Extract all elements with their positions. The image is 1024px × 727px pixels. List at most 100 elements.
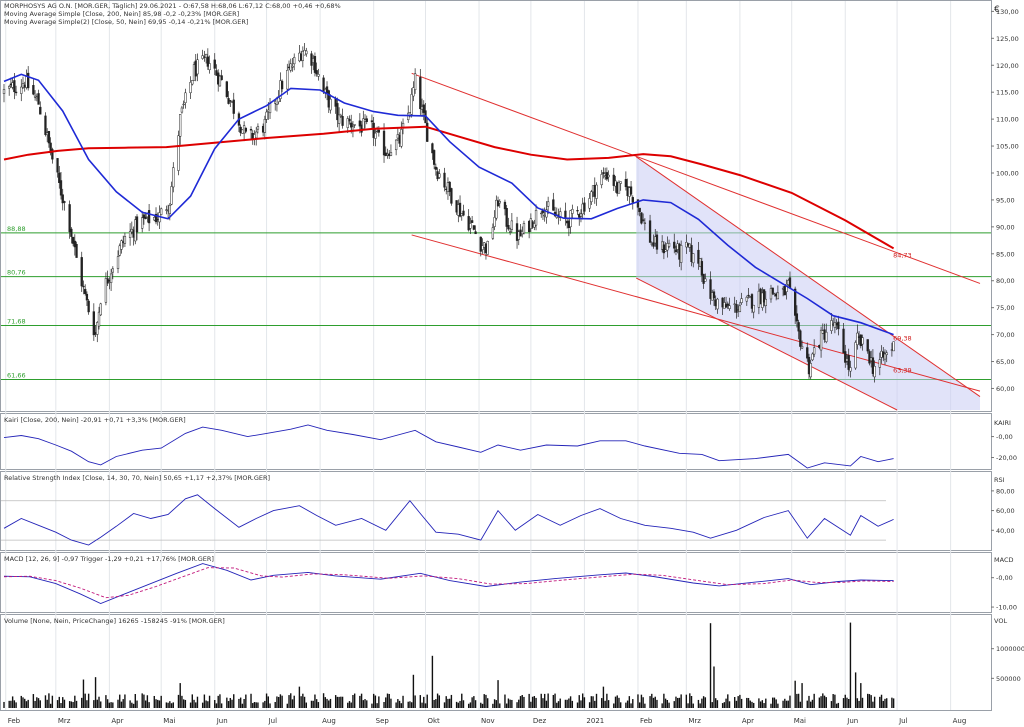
candle-body	[472, 225, 476, 230]
volume-bar	[486, 698, 489, 708]
volume-bar	[388, 693, 390, 708]
candle-body	[362, 118, 365, 130]
volume-bar	[364, 699, 366, 708]
volume-bar	[226, 697, 228, 708]
moving-averages	[3, 73, 895, 336]
candle-body	[71, 236, 75, 244]
volume-bar	[155, 699, 157, 708]
volume-bar	[352, 695, 354, 708]
kairi-panel: -0,00 -20,00	[3, 424, 1017, 469]
volume-bar	[402, 695, 404, 708]
volume-bar	[834, 694, 836, 708]
candle-body	[726, 303, 729, 306]
volume-bar	[239, 697, 242, 708]
candle-body	[648, 220, 652, 243]
candle-body	[704, 278, 707, 282]
candle-body	[735, 304, 738, 313]
price-tick-label: 90,00	[996, 223, 1015, 231]
candle-body	[27, 72, 30, 89]
volume-bar	[734, 697, 736, 708]
price-tick-label: 125,00	[996, 35, 1019, 43]
candle-body	[184, 92, 187, 104]
currency-symbol: €	[994, 5, 1000, 15]
volume-bar	[117, 699, 119, 708]
volume-bar	[443, 702, 446, 708]
volume-bar	[540, 693, 542, 708]
volume-bar	[423, 696, 425, 708]
x-tick-label: Okt	[427, 717, 440, 725]
volume-bar	[445, 696, 447, 708]
candle-body	[111, 268, 114, 273]
candle-body	[552, 199, 555, 211]
candle-body	[280, 80, 284, 90]
candle-body	[642, 219, 645, 221]
candle-body	[59, 180, 63, 196]
candle-body	[413, 73, 417, 91]
x-tick-label: Feb	[640, 717, 653, 725]
x-tick-label: Nov	[481, 717, 495, 725]
candle-body	[470, 220, 474, 223]
volume-bar	[348, 701, 351, 708]
volume-bar	[856, 698, 859, 708]
volume-bar	[557, 701, 560, 708]
volume-bar	[238, 698, 240, 708]
price-tick-label: 130,00	[996, 8, 1019, 16]
volume-bar	[661, 703, 663, 708]
candle-body	[49, 142, 52, 154]
volume-bar	[886, 698, 888, 708]
volume-bar	[637, 694, 639, 708]
volume-bar	[511, 699, 513, 708]
volume-bar	[772, 697, 774, 708]
candle-body	[806, 347, 809, 359]
candle-body	[747, 294, 750, 297]
volume-bar	[317, 702, 320, 708]
volume-bar	[100, 701, 102, 708]
volume-bar	[82, 679, 85, 708]
candle-body	[638, 207, 641, 213]
candle-body	[13, 80, 16, 93]
volume-bar	[374, 695, 377, 708]
price-annotation: 69,38	[893, 334, 912, 342]
candle-body	[559, 211, 562, 219]
volume-bar	[765, 698, 767, 708]
volume-bar	[87, 693, 90, 708]
volume-bar	[385, 697, 387, 708]
volume-bar	[459, 700, 461, 708]
volume-bar	[165, 702, 168, 708]
candle-body	[32, 85, 35, 95]
candle-body	[716, 298, 719, 310]
volume-bar	[531, 696, 534, 708]
volume-bar	[583, 697, 586, 708]
candle-body	[85, 293, 89, 301]
volume-bar	[566, 699, 568, 708]
volume-bar	[782, 700, 784, 708]
price-tick-label: 105,00	[996, 143, 1019, 151]
candle-body	[348, 118, 351, 122]
volume-bar	[481, 703, 484, 708]
candle-body	[540, 212, 543, 215]
volume-bar	[58, 696, 60, 708]
candle-body	[631, 197, 634, 203]
volume-bar	[108, 702, 111, 708]
candle-body	[39, 106, 42, 115]
candle-body	[507, 225, 510, 230]
rsi-tick-label: 60,00	[996, 507, 1015, 515]
candle-body	[583, 202, 586, 212]
candle-body	[662, 244, 666, 254]
vertical-grid	[5, 1, 952, 710]
volume-bar	[119, 694, 121, 708]
volume-bar	[305, 702, 308, 708]
volume-bar	[334, 695, 337, 708]
volume-bar	[576, 702, 579, 708]
volume-bar	[830, 701, 833, 708]
candle-body	[495, 199, 498, 219]
candle-body	[434, 166, 438, 170]
volume-bar	[614, 696, 617, 708]
candle-body	[800, 345, 804, 349]
candle-body	[856, 332, 859, 345]
candle-body	[97, 311, 101, 327]
volume-bar	[124, 694, 126, 708]
volume-bar	[723, 702, 726, 708]
volume-bar	[644, 703, 646, 708]
volume-bar	[626, 700, 629, 708]
